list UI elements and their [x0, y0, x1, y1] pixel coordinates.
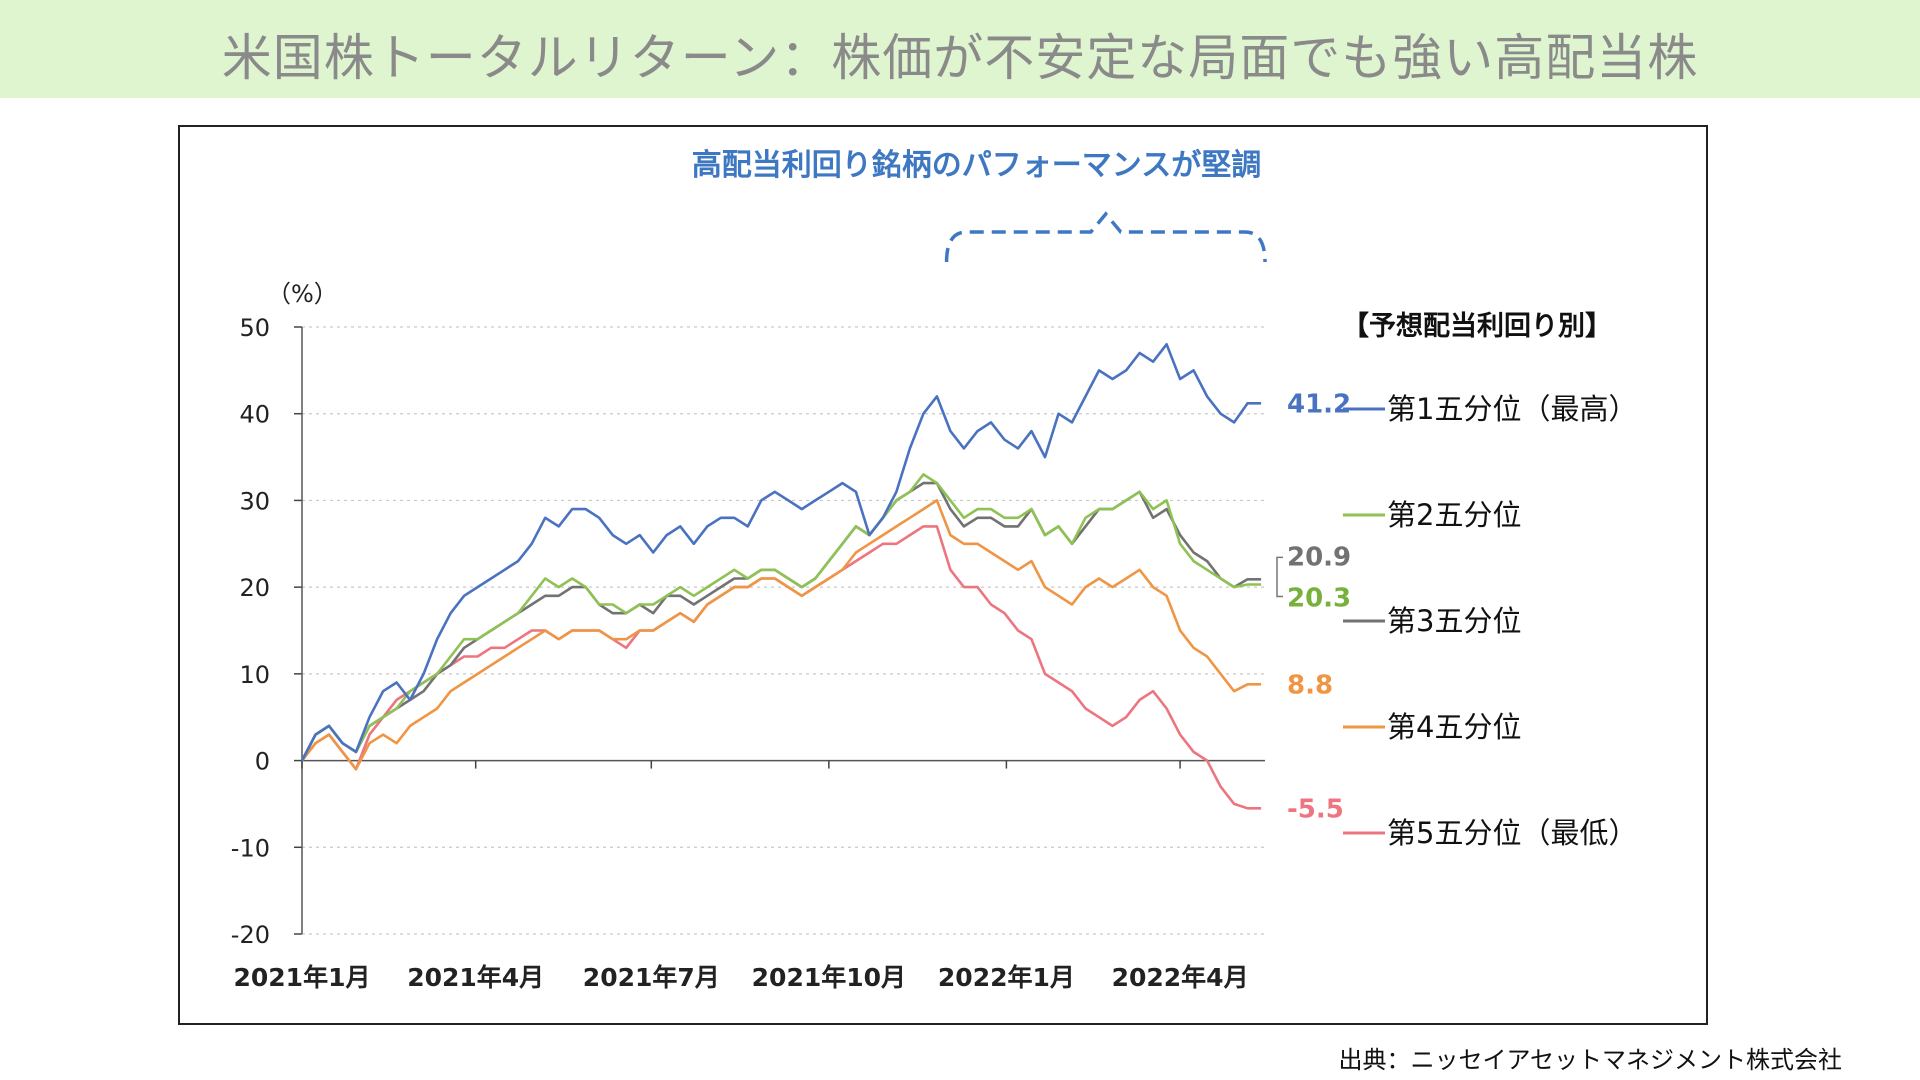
x-tick-label: 2022年1月 — [938, 963, 1075, 992]
end-value-label: 20.3 — [1287, 584, 1351, 614]
series-line — [300, 499, 1262, 771]
y-tick-label: 40 — [239, 401, 270, 429]
x-tick-label: 2021年10月 — [752, 963, 906, 992]
x-tick-label: 2021年1月 — [234, 963, 371, 992]
series-line — [300, 343, 1262, 762]
legend-label: 第5五分位（最低） — [1387, 816, 1637, 850]
highlight-bracket — [944, 211, 1267, 263]
y-unit-label: （%） — [267, 280, 338, 308]
end-value-label: 20.9 — [1287, 542, 1351, 572]
x-tick-label: 2021年7月 — [583, 963, 720, 992]
series-line — [300, 473, 1262, 762]
page-title: 米国株トータルリターン：株価が不安定な局面でも強い高配当株 — [221, 29, 1699, 87]
y-tick-label: -20 — [231, 921, 270, 949]
chart-frame: 高配当利回り銘柄のパフォーマンスが堅調 （%） 50 40 30 20 10 0 -10 -20 2… — [178, 125, 1708, 1025]
legend-label: 第2五分位 — [1387, 498, 1521, 532]
end-value-label: 8.8 — [1287, 670, 1333, 700]
y-tick-label: -10 — [231, 834, 270, 862]
y-tick-label: 20 — [239, 574, 270, 602]
y-tick-label: 10 — [239, 661, 270, 689]
label-bracket — [1276, 556, 1283, 598]
legend-title: 【予想配当利回り別】 — [1342, 311, 1612, 342]
legend-label: 第1五分位（最高） — [1387, 392, 1637, 426]
y-tick-label: 30 — [239, 487, 270, 515]
end-value-label: -5.5 — [1287, 794, 1344, 824]
y-tick-label: 0 — [255, 748, 270, 776]
chart-title: 高配当利回り銘柄のパフォーマンスが堅調 — [692, 148, 1261, 183]
legend-label: 第3五分位 — [1387, 604, 1521, 638]
line-chart: 高配当利回り銘柄のパフォーマンスが堅調 （%） 50 40 30 20 10 0 -10 -20 2… — [231, 148, 1638, 992]
header-bar — [0, 0, 1920, 98]
end-value-label: 41.2 — [1287, 389, 1351, 419]
legend-label: 第4五分位 — [1387, 710, 1521, 744]
x-tick-label: 2022年4月 — [1112, 963, 1249, 992]
x-tick-label: 2021年4月 — [407, 963, 544, 992]
source-note: 出典：ニッセイアセットマネジメント株式会社 — [1338, 1046, 1842, 1074]
y-tick-label: 50 — [239, 314, 270, 342]
